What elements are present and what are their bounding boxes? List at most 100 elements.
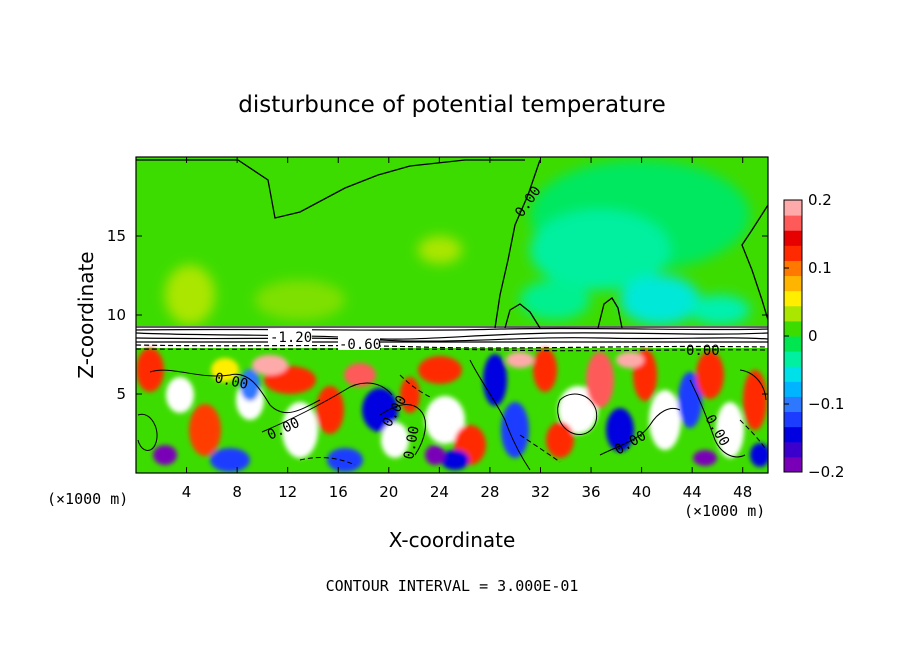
boundary-layer-contours: [137, 359, 767, 471]
turbulence-patch: [381, 422, 409, 458]
turbulence-patch: [533, 348, 557, 392]
bl-contour: [379, 404, 426, 456]
x-tick-label: 20: [379, 483, 398, 501]
turbulence-patch: [344, 363, 376, 387]
bl-contour: [299, 457, 356, 466]
colorbar-tick-label: 0: [808, 327, 818, 345]
turbulence-patch: [606, 408, 634, 452]
x-tick-label: 4: [182, 483, 192, 501]
boundary-layer-blobs: [136, 348, 768, 472]
colorbar-ticks: 0.2 0.1 0 −0.1 −0.2: [784, 191, 844, 481]
turbulence-patch: [210, 448, 250, 472]
turbulence-patch: [750, 443, 768, 467]
contour-zero-upper-right: [494, 159, 541, 329]
colorbar-swatch: [784, 290, 802, 307]
x-tick-label: 36: [581, 483, 600, 501]
colorbar-tick-label: 0.1: [808, 259, 832, 277]
colorbar-swatch: [784, 381, 802, 397]
turbulence-patch: [166, 377, 194, 413]
colorbar-swatch: [784, 230, 802, 246]
turbulence-patch: [153, 445, 177, 465]
turbulence-patch: [501, 402, 529, 458]
colorbar-swatch: [784, 275, 802, 292]
contour-bump-2: [597, 297, 623, 329]
colorbar-swatch: [784, 215, 802, 231]
inversion-contours: [136, 326, 768, 352]
turbulence-patch: [362, 388, 398, 432]
turbulence-patch: [327, 448, 363, 472]
turbulence-patch: [649, 390, 681, 450]
colorbar-swatch: [784, 200, 802, 216]
x-tick-label: 16: [329, 483, 348, 501]
x-unit-left: (×1000 m): [47, 490, 128, 508]
colorbar-tick-label: −0.1: [808, 395, 844, 413]
contour-label: 0.00: [401, 425, 423, 461]
colorbar-swatch: [784, 411, 802, 428]
turbulence-patch: [282, 402, 318, 458]
bl-contour: [399, 374, 433, 399]
inversion-contour: [136, 337, 768, 342]
turbulence-patch: [696, 351, 724, 399]
colorbar-swatch: [784, 426, 802, 443]
y-tick-label: 10: [107, 306, 126, 324]
turbulence-patch: [743, 370, 767, 430]
bl-contour: [137, 413, 158, 451]
turbulence-patch: [546, 422, 574, 458]
turbulence-patch: [506, 352, 534, 368]
bl-contour: [557, 393, 598, 435]
x-tick-label: 8: [232, 483, 242, 501]
turbulence-patch: [716, 402, 744, 458]
bl-contour: [261, 382, 393, 433]
upper-layer-patches: [165, 160, 750, 325]
y-axis-label: Z-coordinate: [74, 251, 98, 378]
x-tick-label: 48: [733, 483, 752, 501]
turbulence-patch: [316, 386, 344, 434]
bl-contour: [469, 359, 531, 471]
x-axis-label: X-coordinate: [389, 528, 516, 552]
contour-label: 0.00: [686, 343, 720, 359]
colorbar-swatch: [784, 366, 802, 382]
colorbar-swatch: [784, 260, 802, 277]
turbulence-patch: [425, 396, 465, 444]
contour-lines: [136, 159, 768, 471]
inversion-contour: [136, 332, 768, 340]
colorbar-tick-label: 0.2: [808, 191, 832, 209]
contour-bump-1: [504, 303, 541, 329]
turbulence-patch: [252, 355, 288, 375]
turbulence-patch: [678, 372, 702, 428]
contour-interval-note: CONTOUR INTERVAL = 3.000E-01: [326, 577, 579, 595]
plot-area: 0.00 -1.20 -0.60 0.00 0.00 0.00 0.00 0.0…: [136, 157, 768, 473]
x-tick-label: 12: [278, 483, 297, 501]
turbulence-patch: [400, 377, 420, 413]
turbulence-patch: [483, 354, 507, 406]
colorbar-tick-label: −0.2: [808, 463, 844, 481]
turbulence-patch: [616, 352, 644, 368]
x-tick-label: 28: [480, 483, 499, 501]
turbulence-patch: [586, 352, 614, 408]
colorbar-swatch: [784, 305, 802, 322]
bl-contour: [739, 369, 767, 401]
y-tick-label: 5: [116, 385, 126, 403]
bl-contour: [689, 379, 746, 458]
x-tick-label: 44: [683, 483, 702, 501]
bl-contour: [599, 407, 681, 456]
inversion-contour: [136, 327, 768, 331]
turbulence-patch: [441, 450, 469, 470]
colorbar-swatch: [784, 351, 802, 367]
inversion-contour: [136, 348, 768, 352]
turbulence-patch: [240, 369, 260, 401]
colorbar-swatch: [784, 320, 802, 337]
contour-label: -0.60: [339, 337, 381, 353]
x-tick-label: 40: [632, 483, 651, 501]
inversion-contour: [136, 344, 768, 349]
colorbar-swatch: [784, 245, 802, 261]
chart-title: disturbunce of potential temperature: [238, 92, 666, 118]
bl-contour: [519, 434, 561, 463]
colorbar-swatch: [784, 456, 802, 473]
contour-label: 0.00: [213, 370, 249, 393]
turbulence-patch: [418, 356, 462, 384]
x-axis-ticks: 4 8 12 16 20 24 28 32 36 40 44 48: [182, 157, 752, 501]
y-axis-ticks: 5 10 15: [107, 227, 768, 403]
turbulence-patch: [136, 348, 164, 392]
